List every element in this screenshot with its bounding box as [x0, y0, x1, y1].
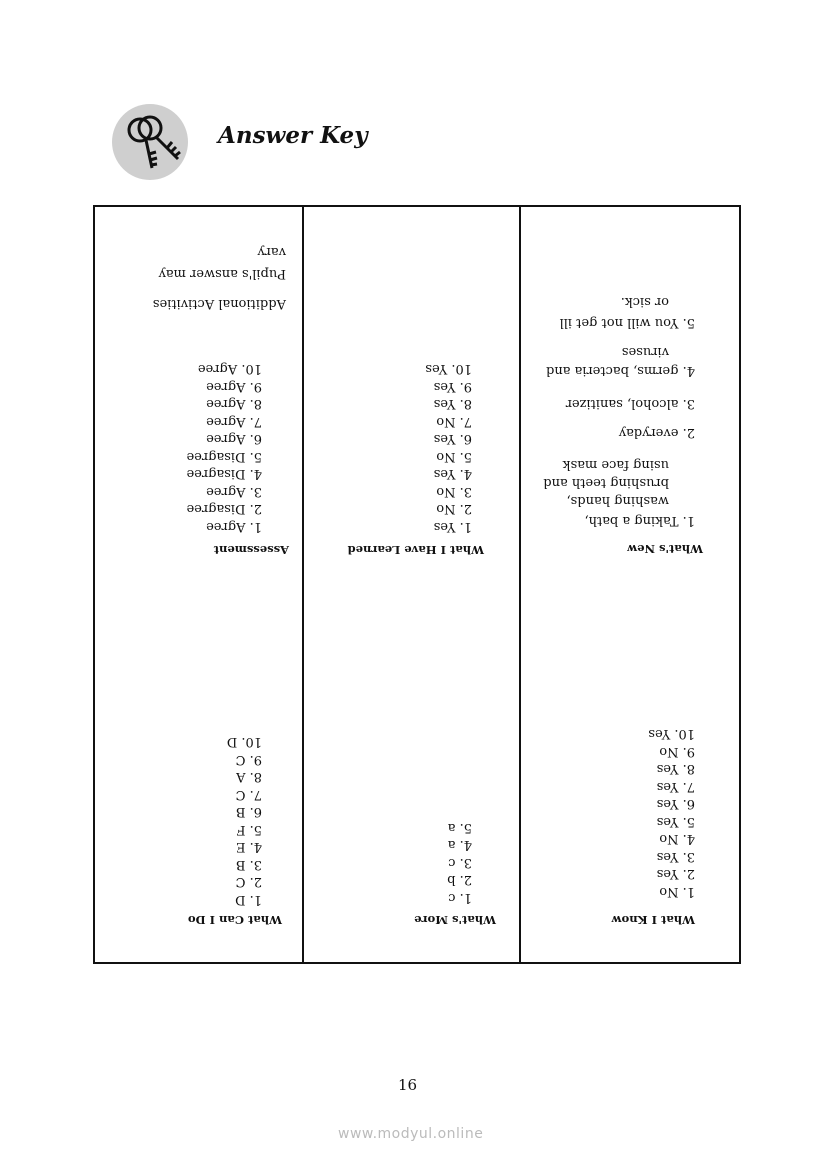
list-item: washing hands, — [566, 493, 669, 508]
list-item: 10. Yes — [648, 726, 695, 742]
list-item: 1. Agree — [206, 519, 262, 534]
list-item: 6. Agree — [206, 431, 262, 447]
list-item: 4. No — [659, 831, 695, 847]
answer-list: 1. c 2. b 3. c 4. a 5. a — [447, 819, 472, 907]
list-item: 2. C — [235, 874, 262, 890]
column-3: What Can I Do 1. D 2. C 3. B 4. E 5. F 6… — [93, 205, 304, 964]
list-item: 3. c — [448, 855, 472, 870]
answer-list: 1. No 2. Yes 3. Yes 4. No 5. Yes 6. Yes … — [648, 725, 695, 900]
list-item: 4. germs, bacteria and — [546, 363, 695, 378]
list-item: 5. No — [436, 449, 472, 464]
list-item: 10. Yes — [425, 361, 472, 377]
list-item: 4. Disagree — [186, 466, 262, 482]
list-item: 5. a — [447, 820, 472, 835]
list-item: 5. You will not get ill — [559, 315, 695, 330]
list-item: 5. F — [236, 822, 262, 837]
list-item: 9. Agree — [206, 379, 262, 394]
answer-list: 1. Agree 2. Disagree 3. Agree 4. Disagre… — [187, 360, 262, 535]
list-item: 5. Yes — [656, 814, 695, 829]
section-header: What Can I Do — [187, 913, 282, 927]
list-item: 3. Agree — [206, 484, 262, 499]
section-header: What I Know — [611, 913, 695, 927]
list-item: 8. Agree — [206, 396, 262, 412]
list-item: 3. No — [436, 484, 472, 499]
answer-list: 1. D 2. C 3. B 4. E 5. F 6. B 7. C 8. A … — [227, 733, 262, 908]
list-item: Pupil's answer may — [158, 266, 286, 281]
list-item: 9. C — [235, 752, 262, 767]
list-item: 3. B — [235, 857, 262, 872]
list-item: 6. Yes — [433, 431, 472, 447]
list-item: 7. Yes — [656, 779, 695, 794]
list-item: 1. Taking a bath, — [584, 513, 696, 528]
list-item: 2. everyday — [618, 425, 695, 440]
list-item: 9. No — [659, 744, 695, 759]
list-item: 2. Yes — [656, 866, 695, 882]
list-item: 10. D — [226, 734, 262, 750]
list-item: vary — [257, 244, 286, 259]
list-item: 8. A — [236, 769, 262, 785]
section-header: Assessment — [213, 543, 289, 557]
list-item: 8. Yes — [433, 396, 472, 412]
list-item: 4. Yes — [433, 466, 472, 482]
column-1: What I Know 1. No 2. Yes 3. Yes 4. No 5.… — [519, 205, 741, 964]
section-header: What I Have Learned — [347, 543, 484, 557]
page-number: 16 — [398, 1076, 418, 1094]
list-item: viruses — [621, 344, 669, 359]
list-item: 3. alcohol, sanitizer — [565, 396, 695, 411]
list-item: 1. D — [235, 892, 262, 907]
list-item: 1. No — [659, 884, 695, 899]
list-item: 10. Agree — [197, 361, 262, 377]
section-header: What's New — [627, 542, 703, 556]
list-item: using face mask — [562, 457, 669, 472]
list-item: 9. Yes — [433, 379, 472, 394]
column-2: What's More 1. c 2. b 3. c 4. a 5. a Wha… — [302, 205, 521, 964]
list-item: 3. Yes — [656, 849, 695, 864]
answer-key-table: What I Know 1. No 2. Yes 3. Yes 4. No 5.… — [93, 203, 741, 964]
list-item: 2. b — [447, 872, 472, 888]
list-item: 7. No — [436, 414, 472, 429]
list-item: 6. B — [235, 804, 262, 820]
list-item: 4. a — [447, 837, 472, 853]
list-item: 4. E — [235, 839, 262, 855]
list-item: brushing teeth and — [543, 475, 669, 490]
section-header: What's More — [414, 913, 496, 927]
list-item: 1. c — [448, 890, 472, 905]
list-item: 1. Yes — [433, 519, 472, 534]
list-item: 8. Yes — [656, 761, 695, 777]
list-item: or sick. — [620, 294, 669, 309]
section-header: Additional Activities — [152, 296, 286, 311]
list-item: 2. No — [436, 501, 472, 517]
page-title: Answer Key — [218, 122, 368, 149]
list-item: 2. Disagree — [186, 501, 262, 517]
list-item: 6. Yes — [656, 796, 695, 812]
keys-icon — [112, 104, 188, 180]
list-item: 7. C — [235, 787, 262, 802]
list-item: 7. Agree — [206, 414, 262, 429]
answer-list: 1. Yes 2. No 3. No 4. Yes 5. No 6. Yes 7… — [425, 360, 472, 535]
list-item: 5. Disagree — [186, 449, 262, 464]
watermark: www.modyul.online — [338, 1126, 484, 1142]
